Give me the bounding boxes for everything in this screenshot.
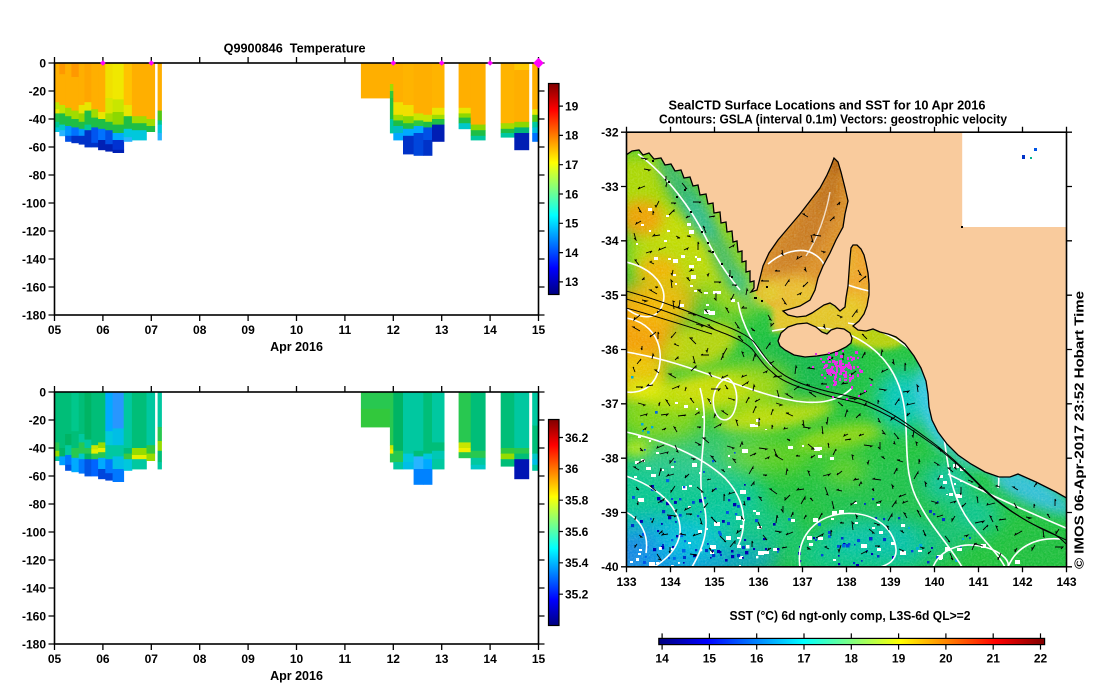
svg-text:05: 05 — [48, 323, 62, 337]
svg-text:07: 07 — [145, 652, 159, 666]
svg-text:06: 06 — [96, 652, 110, 666]
svg-text:08: 08 — [193, 323, 207, 337]
svg-text:13: 13 — [435, 652, 449, 666]
svg-text:SST (°C) 6d ngt-only comp, L3S: SST (°C) 6d ngt-only comp, L3S-6d QL>=2 — [730, 609, 971, 623]
svg-text:14: 14 — [565, 246, 579, 260]
svg-text:-120: -120 — [22, 553, 46, 567]
svg-text:15: 15 — [532, 652, 546, 666]
svg-text:21: 21 — [987, 652, 1001, 666]
svg-text:09: 09 — [241, 323, 255, 337]
svg-text:0: 0 — [39, 385, 46, 399]
svg-text:-20: -20 — [29, 84, 47, 98]
svg-text:142: 142 — [1012, 575, 1032, 589]
svg-text:SealCTD Surface Locations and: SealCTD Surface Locations and SST for 10… — [669, 99, 986, 113]
svg-text:-34: -34 — [601, 234, 619, 248]
svg-text:17: 17 — [797, 652, 811, 666]
svg-text:15: 15 — [565, 217, 579, 231]
svg-text:-100: -100 — [22, 196, 46, 210]
svg-text:-40: -40 — [29, 441, 47, 455]
svg-text:0: 0 — [39, 56, 46, 70]
svg-text:-120: -120 — [22, 224, 46, 238]
svg-text:-140: -140 — [22, 581, 46, 595]
svg-text:135: 135 — [704, 575, 724, 589]
svg-text:-80: -80 — [29, 168, 47, 182]
svg-text:14: 14 — [655, 652, 669, 666]
svg-text:Apr 2016: Apr 2016 — [270, 340, 323, 354]
svg-text:35.4: 35.4 — [565, 556, 589, 570]
svg-text:138: 138 — [836, 575, 856, 589]
svg-text:Apr 2016: Apr 2016 — [270, 669, 323, 683]
svg-text:35.6: 35.6 — [565, 525, 589, 539]
svg-text:-100: -100 — [22, 525, 46, 539]
svg-text:-40: -40 — [601, 560, 619, 574]
svg-text:139: 139 — [880, 575, 900, 589]
svg-text:07: 07 — [145, 323, 159, 337]
svg-text:134: 134 — [660, 575, 680, 589]
svg-text:15: 15 — [532, 323, 546, 337]
svg-text:133: 133 — [616, 575, 636, 589]
svg-text:05: 05 — [48, 652, 62, 666]
svg-text:18: 18 — [845, 652, 859, 666]
svg-text:10: 10 — [290, 652, 304, 666]
svg-text:13: 13 — [435, 323, 449, 337]
svg-text:-35: -35 — [601, 289, 619, 303]
svg-text:09: 09 — [241, 652, 255, 666]
svg-text:140: 140 — [924, 575, 944, 589]
svg-text:10: 10 — [290, 323, 304, 337]
svg-text:20: 20 — [939, 652, 953, 666]
svg-text:-38: -38 — [601, 452, 619, 466]
svg-text:-37: -37 — [601, 397, 619, 411]
svg-text:Q9900846 Temperature: Q9900846 Temperature — [224, 42, 366, 56]
svg-text:06: 06 — [96, 323, 110, 337]
svg-text:-180: -180 — [22, 308, 46, 322]
svg-text:-36: -36 — [601, 343, 619, 357]
svg-text:-60: -60 — [29, 140, 47, 154]
svg-text:22: 22 — [1034, 652, 1048, 666]
svg-text:-39: -39 — [601, 506, 619, 520]
svg-text:08: 08 — [193, 652, 207, 666]
svg-text:36.2: 36.2 — [565, 431, 589, 445]
svg-text:18: 18 — [565, 129, 579, 143]
svg-text:-80: -80 — [29, 497, 47, 511]
svg-text:11: 11 — [339, 323, 352, 337]
svg-text:-180: -180 — [22, 637, 46, 651]
svg-text:14: 14 — [483, 323, 497, 337]
svg-text:141: 141 — [968, 575, 988, 589]
svg-text:12: 12 — [387, 323, 401, 337]
svg-text:-160: -160 — [22, 609, 46, 623]
svg-text:15: 15 — [703, 652, 717, 666]
svg-text:35.8: 35.8 — [565, 494, 589, 508]
svg-text:136: 136 — [748, 575, 768, 589]
svg-text:14: 14 — [483, 652, 497, 666]
svg-text:19: 19 — [565, 99, 579, 113]
svg-text:Contours: GSLA (interval 0.1m): Contours: GSLA (interval 0.1m) Vectors: … — [659, 113, 1007, 127]
svg-text:11: 11 — [339, 652, 352, 666]
svg-text:-20: -20 — [29, 413, 47, 427]
svg-text:-40: -40 — [29, 112, 47, 126]
svg-text:-33: -33 — [601, 180, 619, 194]
svg-text:143: 143 — [1056, 575, 1076, 589]
svg-text:19: 19 — [892, 652, 906, 666]
svg-text:-32: -32 — [601, 126, 619, 140]
svg-text:35.2: 35.2 — [565, 588, 589, 602]
svg-text:-140: -140 — [22, 252, 46, 266]
svg-text:© IMOS 06-Apr-2017 23:52 Hobar: © IMOS 06-Apr-2017 23:52 Hobart Time — [1073, 291, 1087, 569]
svg-text:36: 36 — [565, 462, 579, 476]
svg-text:16: 16 — [750, 652, 764, 666]
svg-text:17: 17 — [565, 158, 579, 172]
svg-text:-60: -60 — [29, 469, 47, 483]
svg-text:16: 16 — [565, 187, 579, 201]
svg-text:12: 12 — [387, 652, 401, 666]
svg-text:13: 13 — [565, 275, 579, 289]
svg-text:137: 137 — [792, 575, 812, 589]
svg-text:-160: -160 — [22, 280, 46, 294]
